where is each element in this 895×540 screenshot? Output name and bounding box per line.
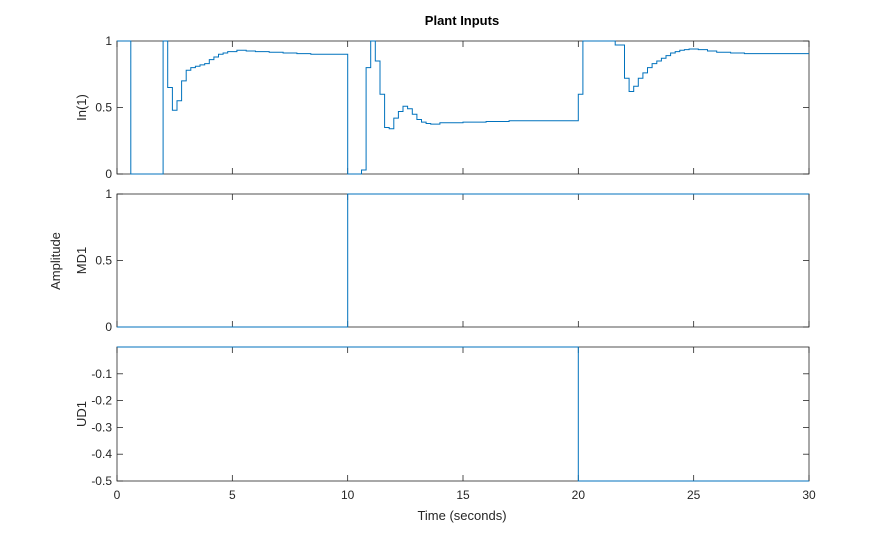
- y-tick-label: 1: [105, 34, 112, 48]
- signal-trace-ud1: [117, 346, 809, 482]
- axes-box: [116, 346, 810, 482]
- y-tick-label: 1: [105, 187, 112, 201]
- subplot-y-label: UD1: [74, 401, 89, 427]
- x-tick-label: 0: [114, 488, 121, 502]
- y-tick-label: 0: [105, 167, 112, 181]
- signal-trace-md1: [117, 193, 809, 328]
- y-tick-label: 0.5: [95, 254, 112, 268]
- y-tick-label: 0.5: [95, 101, 112, 115]
- subplot-md1: 0 0.5 1 MD1: [74, 187, 810, 334]
- y-tick-label: -0.5: [91, 474, 112, 488]
- y-tick-label: -0.1: [91, 367, 112, 381]
- subplot-in-1: 0 0.5 1 In(1): [74, 34, 810, 181]
- y-tick-label: 0: [105, 320, 112, 334]
- signal-trace-in1: [117, 40, 809, 175]
- axes-group: 0 0.5 1 In(1) 0 0.5 1 MD1 -0.5 -0.4 -0.3 -0.2 -0.1 UD…: [74, 34, 816, 502]
- subplot-y-label: In(1): [74, 94, 89, 121]
- x-tick-label: 5: [229, 488, 236, 502]
- subplot-y-label: MD1: [74, 247, 89, 274]
- y-tick-label: -0.3: [91, 420, 112, 434]
- x-axis-label: Time (seconds): [417, 508, 506, 523]
- x-tick-label: 25: [687, 488, 701, 502]
- y-tick-label: -0.4: [91, 447, 112, 461]
- axes-box: [116, 40, 810, 175]
- axes-box: [116, 193, 810, 328]
- shared-y-axis-label: Amplitude: [48, 232, 63, 290]
- chart-title: Plant Inputs: [425, 13, 499, 28]
- y-tick-label: -0.2: [91, 394, 112, 408]
- subplot-ud1: -0.5 -0.4 -0.3 -0.2 -0.1 UD1 0 5 10 15 20 25 30: [74, 346, 816, 502]
- x-tick-label: 30: [802, 488, 816, 502]
- x-tick-label: 15: [456, 488, 470, 502]
- x-tick-label: 10: [341, 488, 355, 502]
- x-tick-label: 20: [572, 488, 586, 502]
